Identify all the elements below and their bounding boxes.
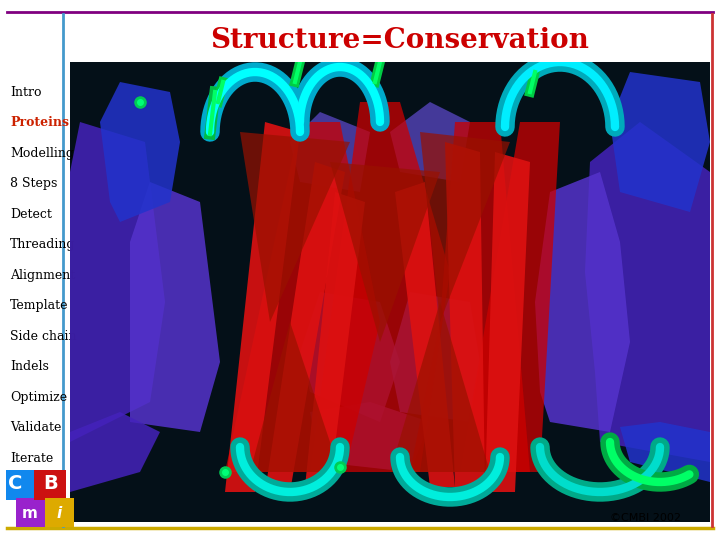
Text: Proteins: Proteins	[10, 116, 69, 129]
Text: Threading: Threading	[10, 238, 76, 251]
Bar	[6, 470, 37, 500]
Polygon shape	[485, 152, 530, 492]
Polygon shape	[620, 422, 710, 482]
Polygon shape	[585, 122, 710, 462]
Polygon shape	[265, 162, 345, 492]
Text: Detect: Detect	[10, 207, 52, 220]
Polygon shape	[240, 132, 350, 322]
Polygon shape	[70, 412, 160, 492]
Bar	[17, 498, 45, 526]
Polygon shape	[390, 292, 480, 422]
Polygon shape	[225, 122, 380, 472]
Text: Iterate: Iterate	[10, 451, 53, 464]
Polygon shape	[130, 182, 220, 432]
Polygon shape	[225, 122, 300, 492]
Text: B: B	[43, 474, 58, 492]
Text: Template: Template	[10, 299, 68, 312]
Text: Side chain: Side chain	[10, 329, 76, 342]
Polygon shape	[330, 162, 440, 342]
Polygon shape	[390, 302, 490, 472]
Text: Alignment: Alignment	[10, 268, 76, 281]
Bar	[35, 470, 66, 500]
Polygon shape	[420, 132, 510, 322]
Polygon shape	[310, 402, 430, 472]
Polygon shape	[70, 122, 165, 442]
Polygon shape	[310, 102, 450, 472]
Polygon shape	[305, 192, 365, 487]
Text: Modelling: Modelling	[10, 146, 74, 159]
Text: Validate: Validate	[10, 421, 61, 434]
Text: Indels: Indels	[10, 360, 49, 373]
Polygon shape	[395, 182, 455, 487]
Polygon shape	[460, 122, 560, 472]
Bar	[70, 62, 710, 522]
Text: Structure=Conservation: Structure=Conservation	[210, 26, 590, 53]
Text: 8 Steps: 8 Steps	[10, 177, 58, 190]
Bar	[45, 498, 73, 526]
Text: m: m	[22, 506, 38, 521]
Text: i: i	[57, 506, 62, 521]
Text: ©CMBI 2002: ©CMBI 2002	[610, 513, 680, 523]
Polygon shape	[610, 72, 710, 212]
Polygon shape	[100, 82, 180, 222]
Text: Intro: Intro	[10, 85, 42, 98]
Polygon shape	[300, 292, 400, 422]
Polygon shape	[535, 172, 630, 432]
Polygon shape	[410, 122, 530, 472]
Text: Optimize: Optimize	[10, 390, 67, 403]
Polygon shape	[445, 142, 485, 492]
Polygon shape	[390, 102, 470, 182]
Polygon shape	[250, 322, 340, 472]
Polygon shape	[290, 112, 370, 192]
Text: C: C	[9, 474, 23, 492]
